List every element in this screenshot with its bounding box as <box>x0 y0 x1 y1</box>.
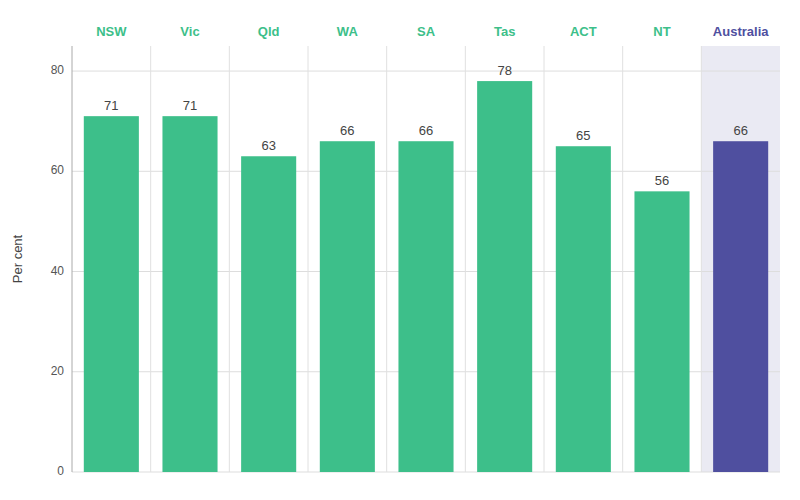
column-separator <box>544 46 545 472</box>
column-separator <box>465 46 466 472</box>
column-separators <box>151 46 702 472</box>
bar <box>713 141 768 472</box>
column-separator <box>229 46 230 472</box>
column-highlight <box>701 46 780 472</box>
y-axis-line <box>72 46 73 472</box>
data-label: 66 <box>340 123 354 138</box>
x-tick-label: Qld <box>258 24 280 39</box>
column-highlights <box>701 46 780 472</box>
column-separator <box>622 46 623 472</box>
bars <box>84 81 768 472</box>
y-axis-label: Per cent <box>10 234 25 283</box>
chart: 0 20 40 60 80 71 71 63 66 66 78 65 56 66 NSW Vic Qld WA SA… <box>0 0 800 500</box>
data-label: 66 <box>419 123 433 138</box>
data-label: 78 <box>497 63 511 78</box>
data-label: 56 <box>655 173 669 188</box>
column-separator <box>701 46 702 472</box>
bar <box>320 141 375 472</box>
chart-container: 0 20 40 60 80 71 71 63 66 66 78 65 56 66 NSW Vic Qld WA SA… <box>0 0 800 500</box>
data-label: 66 <box>733 123 747 138</box>
bar <box>556 146 611 472</box>
bar <box>84 116 139 472</box>
x-tick-label: WA <box>337 24 359 39</box>
data-label: 63 <box>261 138 275 153</box>
bar <box>241 156 296 472</box>
bar <box>634 191 689 472</box>
y-tick-label: 60 <box>51 163 65 177</box>
x-tick-label: Australia <box>713 24 769 39</box>
x-tick-label: NT <box>653 24 670 39</box>
data-label: 65 <box>576 128 590 143</box>
data-label: 71 <box>183 98 197 113</box>
bar <box>477 81 532 472</box>
y-tick-label: 20 <box>51 364 65 378</box>
x-tick-label: Tas <box>494 24 515 39</box>
x-tick-label: ACT <box>570 24 597 39</box>
x-tick-label: NSW <box>96 24 127 39</box>
bar <box>398 141 453 472</box>
data-label: 71 <box>104 98 118 113</box>
column-separator <box>386 46 387 472</box>
x-tick-label: Vic <box>180 24 199 39</box>
y-grid <box>72 71 780 472</box>
x-tick-label: SA <box>417 24 436 39</box>
column-separator <box>150 46 151 472</box>
y-tick-label: 0 <box>57 464 64 478</box>
bar <box>162 116 217 472</box>
y-tick-label: 40 <box>51 264 65 278</box>
y-tick-label: 80 <box>51 63 65 77</box>
grid-line <box>72 71 780 72</box>
column-separator <box>308 46 309 472</box>
